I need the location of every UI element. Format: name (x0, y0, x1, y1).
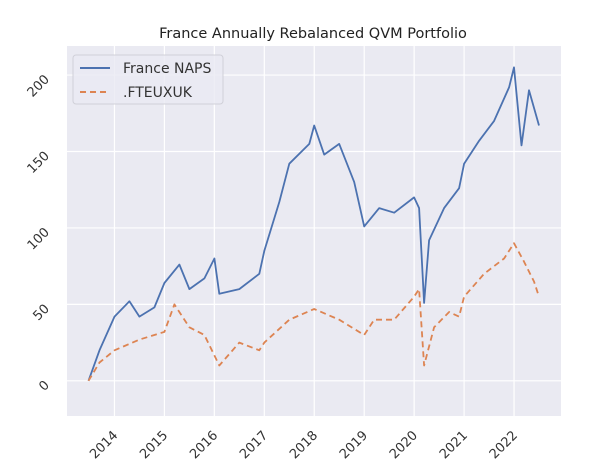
legend-label-france-naps: France NAPS (123, 61, 211, 77)
y-tick-label: 200 (25, 72, 53, 100)
x-tick-label: 2021 (437, 428, 471, 462)
legend-label-fteuxuk: .FTEUXUK (123, 85, 193, 101)
x-tick-label: 2020 (387, 428, 421, 462)
x-tick-label: 2019 (337, 428, 371, 462)
x-axis: 2014 2015 2016 2017 2018 2019 2020 2021 2022 (87, 428, 521, 462)
legend: France NAPS .FTEUXUK (72, 54, 224, 105)
y-axis: 0 50 100 150 200 (25, 72, 53, 394)
y-tick-label: 50 (31, 302, 53, 324)
y-tick-label: 100 (25, 225, 53, 253)
series-line-fteuxuk (87, 242, 540, 382)
chart-title: France Annually Rebalanced QVM Portfolio (159, 26, 467, 42)
y-tick-label: 150 (25, 149, 53, 177)
x-tick-label: 2014 (87, 428, 121, 462)
x-tick-label: 2015 (137, 428, 171, 462)
series-lines (87, 66, 540, 382)
grid (67, 46, 561, 416)
x-tick-label: 2017 (237, 428, 271, 462)
x-tick-label: 2022 (487, 428, 521, 462)
x-tick-label: 2018 (287, 428, 321, 462)
series-line-france-naps (87, 66, 540, 382)
x-tick-label: 2016 (187, 428, 221, 462)
legend-box (72, 54, 224, 105)
y-tick-label: 0 (36, 378, 52, 394)
